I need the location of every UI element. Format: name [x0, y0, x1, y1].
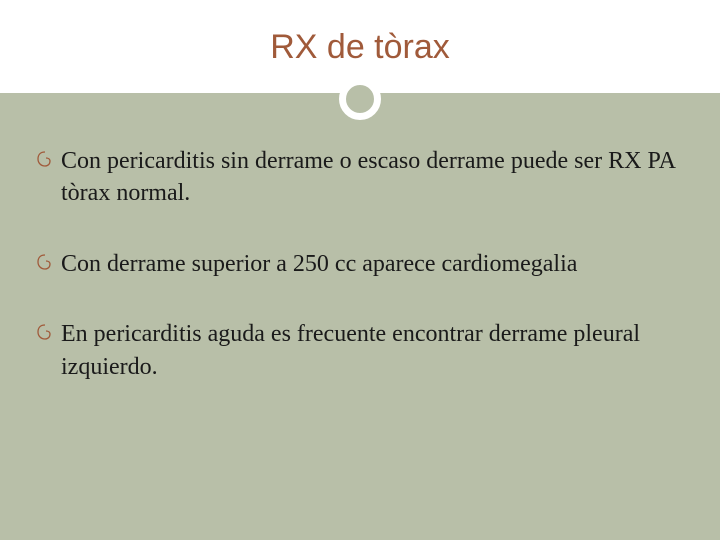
bullet-swirl-icon	[35, 322, 57, 348]
bullet-swirl-icon	[35, 149, 57, 175]
bullet-item: Con derrame superior a 250 cc aparece ca…	[35, 248, 685, 280]
slide-content: Con pericarditis sin derrame o escaso de…	[0, 95, 720, 441]
slide-title: RX de tòrax	[270, 28, 450, 67]
bullet-item: Con pericarditis sin derrame o escaso de…	[35, 145, 685, 210]
bullet-swirl-icon	[35, 252, 57, 278]
bullet-text: Con derrame superior a 250 cc aparece ca…	[61, 248, 577, 280]
circle-decoration-icon	[339, 78, 381, 120]
bullet-item: En pericarditis aguda es frecuente encon…	[35, 318, 685, 383]
bullet-text: En pericarditis aguda es frecuente encon…	[61, 318, 685, 383]
slide-container: RX de tòrax Con pericarditis sin derrame…	[0, 0, 720, 540]
bullet-text: Con pericarditis sin derrame o escaso de…	[61, 145, 685, 210]
